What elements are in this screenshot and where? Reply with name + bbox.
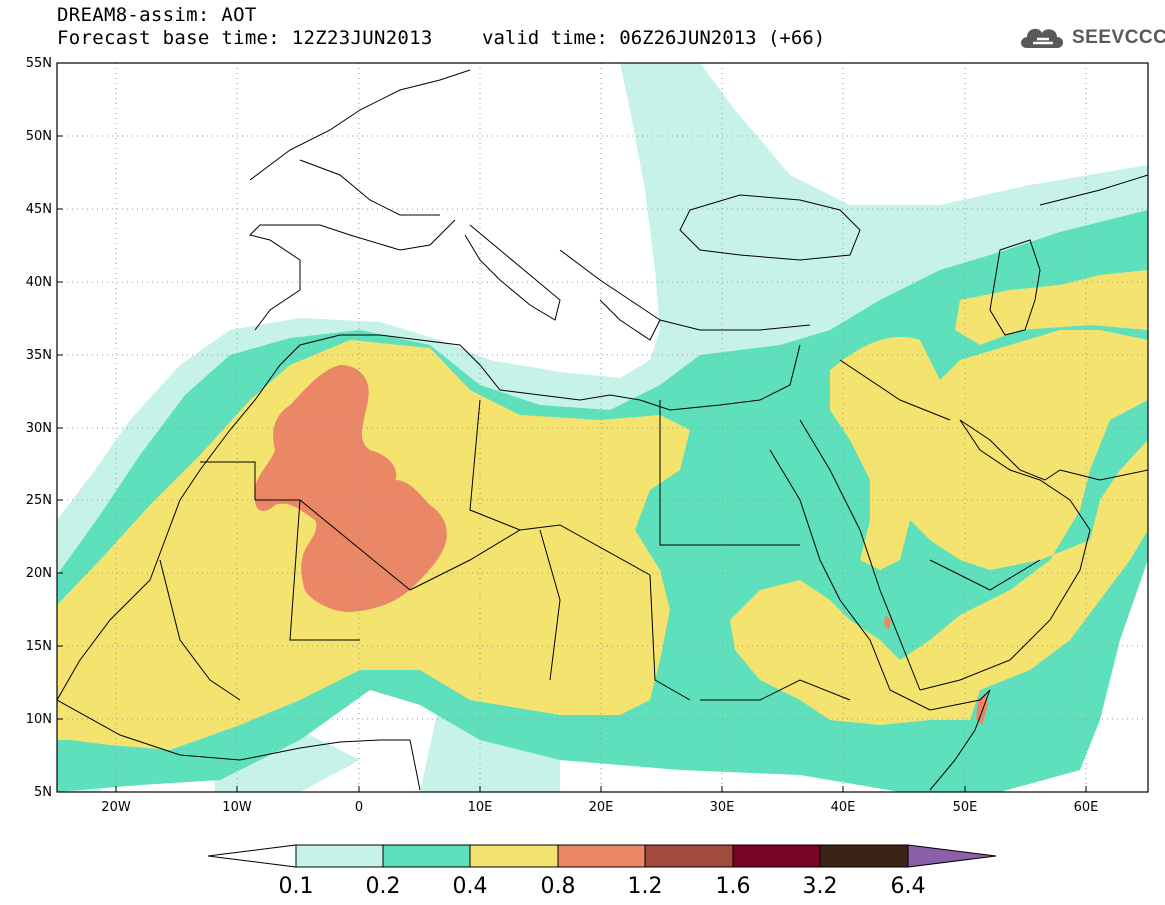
lat-label: 5N [34, 785, 52, 800]
lat-label: 40N [26, 275, 52, 290]
colorbar-label: 1.6 [716, 874, 751, 899]
colorbar-label: 0.2 [366, 874, 401, 899]
colorbar-labels: 0.1 0.2 0.4 0.8 1.2 1.6 3.2 6.4 [279, 874, 926, 899]
colorbar-segment [819, 844, 909, 868]
lon-label: 40E [831, 800, 856, 815]
colorbar-segment [469, 844, 559, 868]
lat-label: 10N [26, 712, 52, 727]
lon-label: 10E [468, 800, 493, 815]
lon-label: 10W [222, 800, 252, 815]
colorbar-label: 6.4 [891, 874, 926, 899]
colorbar [207, 844, 997, 868]
colorbar-over-arrow [907, 844, 997, 868]
colorbar-label: 3.2 [803, 874, 838, 899]
lon-label: 20W [101, 800, 131, 815]
latitude-labels: 55N 50N 45N 40N 35N 30N 25N 20N 15N 10N … [26, 56, 52, 800]
colorbar-segment [732, 844, 821, 868]
colorbar-segment [295, 844, 384, 868]
seevccc-logo [1017, 18, 1157, 58]
longitude-labels: 20W 10W 0 10E 20E 30E 40E 50E 60E [101, 800, 1098, 815]
logo-text: SEEVCCC [1072, 27, 1165, 48]
lat-label: 25N [26, 493, 52, 508]
lon-label: 50E [953, 800, 978, 815]
lat-label: 55N [26, 56, 52, 71]
axis-ticks [57, 135, 1087, 792]
lat-label: 20N [26, 566, 52, 581]
lon-label: 20E [589, 800, 614, 815]
colorbar-label: 1.2 [628, 874, 663, 899]
colorbar-under-arrow [207, 844, 297, 868]
forecast-base-time: Forecast base time: 12Z23JUN2013 [57, 27, 433, 49]
valid-time: valid time: 06Z26JUN2013 (+66) [482, 27, 826, 49]
lon-label: 0 [355, 800, 363, 815]
colorbar-label: 0.1 [279, 874, 314, 899]
lat-label: 50N [26, 129, 52, 144]
map-title: DREAM8-assim: AOT [57, 4, 257, 26]
lat-label: 35N [26, 348, 52, 363]
aot-band-0.8-1.2 [254, 365, 988, 725]
lat-label: 45N [26, 202, 52, 217]
colorbar-segment [382, 844, 471, 868]
cloud-icon [1021, 28, 1063, 48]
colorbar-label: 0.8 [541, 874, 576, 899]
colorbar-segment [557, 844, 646, 868]
lat-label: 15N [26, 639, 52, 654]
lat-label: 30N [26, 421, 52, 436]
colorbar-label: 0.4 [453, 874, 488, 899]
lon-label: 60E [1074, 800, 1099, 815]
coastlines-borders [57, 69, 1148, 791]
colorbar-segment [644, 844, 734, 868]
lon-label: 30E [710, 800, 735, 815]
